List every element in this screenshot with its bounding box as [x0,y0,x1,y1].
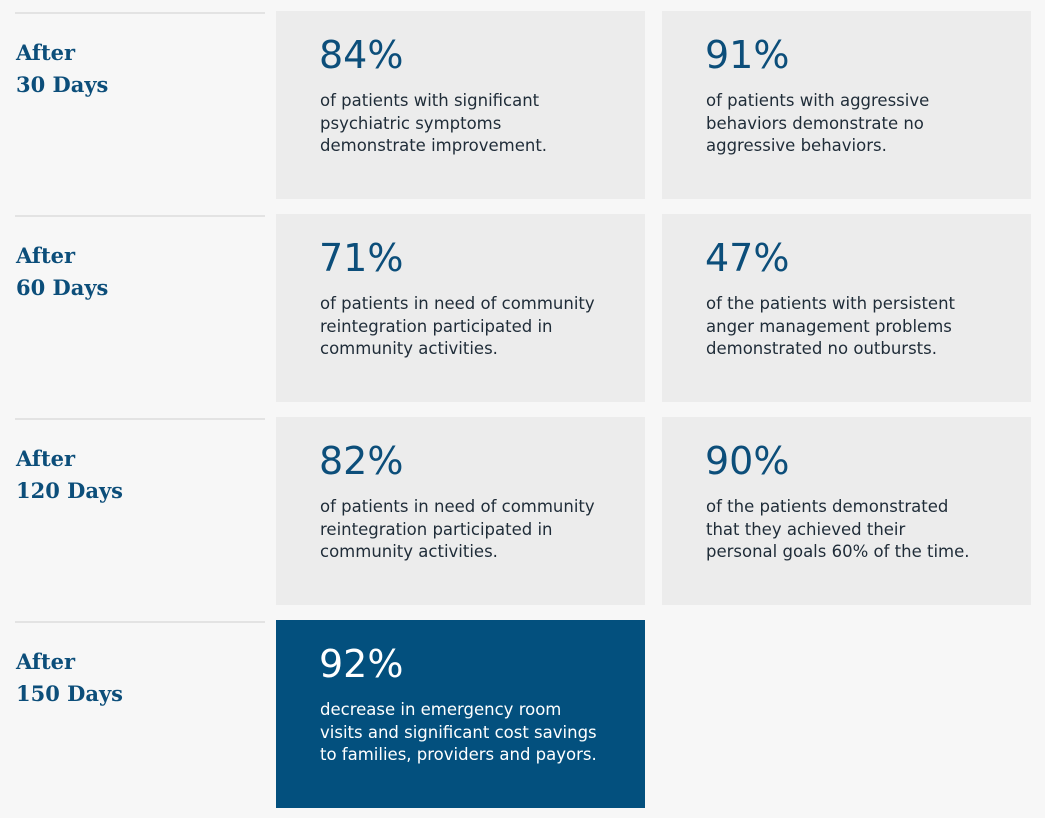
stat-value: 91% [705,33,790,77]
separator [15,621,265,623]
stat-value: 90% [705,439,790,483]
label-line: 60 Days [16,275,109,300]
description-line: aggressive behaviors. [706,136,887,156]
description-line: demonstrated no outbursts. [706,339,937,359]
description-line: community activities. [320,542,498,562]
stat-description: of patients in need of community reintegr… [320,496,595,564]
description-line: personal goals 60% of the time. [706,542,970,562]
stat-card: 71% of patients in need of community reint… [276,214,645,402]
description-line: of the patients demonstrated [706,497,949,516]
row-label: After 30 Days [16,37,108,101]
stat-description: of the patients demonstrated that they ac… [706,496,970,564]
description-line: behaviors demonstrate no [706,113,924,133]
stat-value: 47% [705,236,790,280]
label-line: 120 Days [16,478,123,503]
description-line: psychiatric symptoms [320,113,502,133]
stat-description: of patients with significant psychiatric … [320,90,547,158]
stat-description: decrease in emergency room visits and sig… [320,699,597,767]
stat-description: of patients in need of community reintegr… [320,293,595,361]
description-line: reintegration participated in [320,316,553,336]
description-line: anger management problems [706,316,952,336]
stat-card: 47% of the patients with persistent anger … [662,214,1031,402]
stat-card: 84% of patients with significant psychiatr… [276,11,645,199]
description-line: demonstrate improvement. [320,136,548,156]
description-line: visits and significant cost savings [320,722,597,742]
row-label: After 150 Days [16,646,123,710]
label-line: 150 Days [16,681,123,706]
label-line: 30 Days [16,72,109,97]
description-line: decrease in emergency room [320,700,562,719]
row-label: After 120 Days [16,443,123,507]
row-label: After 60 Days [16,240,108,304]
stat-value: 92% [319,642,404,686]
description-line: of the patients with persistent [706,294,956,313]
description-line: reintegration participated in [320,519,553,539]
stat-card: 91% of patients with aggressive behaviors … [662,11,1031,199]
stat-card: 82% of patients in need of community reint… [276,417,645,605]
stat-value: 71% [319,236,404,280]
label-line: After [16,243,76,268]
separator [15,418,265,420]
description-line: of patients with aggressive [706,91,930,110]
stat-description: of patients with aggressive behaviors dem… [706,90,929,158]
description-line: to families, providers and payors. [320,745,597,765]
stat-description: of the patients with persistent anger man… [706,293,955,361]
description-line: of patients with significant [320,91,540,110]
label-line: After [16,446,76,471]
stat-value: 82% [319,439,404,483]
description-line: that they achieved their [706,519,906,539]
separator [15,215,265,217]
description-line: community activities. [320,339,498,359]
label-line: After [16,649,76,674]
separator [15,12,265,14]
description-line: of patients in need of community [320,497,595,516]
description-line: of patients in need of community [320,294,595,313]
stat-card: 90% of the patients demonstrated that they… [662,417,1031,605]
stat-value: 84% [319,33,404,77]
stat-card: 92% decrease in emergency room visits and … [276,620,645,808]
label-line: After [16,40,76,65]
